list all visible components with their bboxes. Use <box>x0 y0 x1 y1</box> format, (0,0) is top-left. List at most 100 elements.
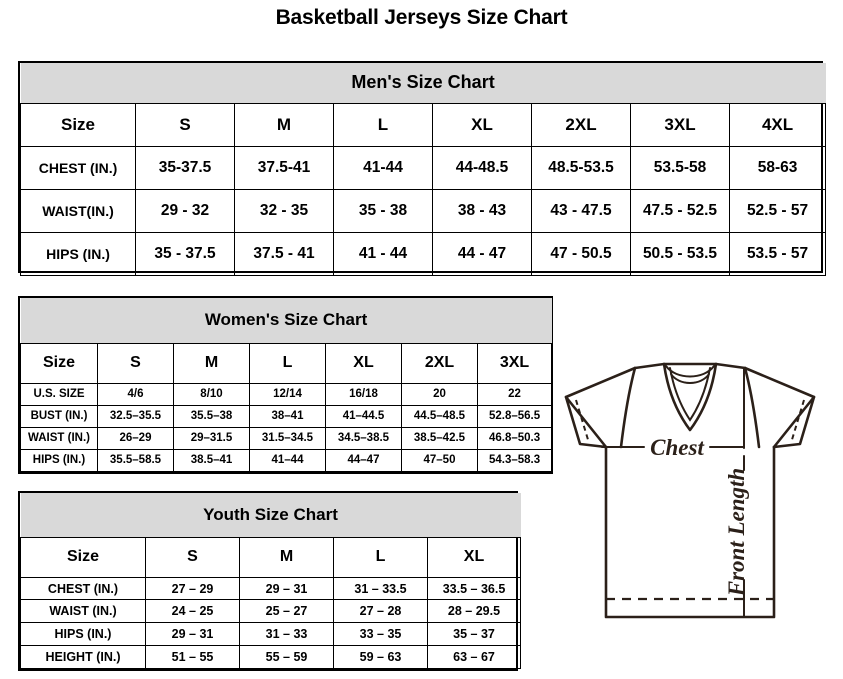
womens-cell-ussize-2xl: 20 <box>401 382 478 406</box>
youth-cell-waist-m: 25 – 27 <box>239 599 334 624</box>
jersey-left-cuff-stitch <box>575 399 590 444</box>
table-row: U.S. SIZE 4/6 8/10 12/14 16/18 20 22 <box>20 382 553 406</box>
jersey-left-shoulder <box>564 362 666 449</box>
womens-cell-bust-m: 35.5–38 <box>173 404 250 428</box>
womens-size-table: Women's Size Chart Size S M L XL 2XL 3XL… <box>20 298 553 473</box>
mens-cell-hips-l: 41 - 44 <box>333 231 433 276</box>
page-title: Basketball Jerseys Size Chart <box>275 6 568 29</box>
mens-cell-hips-3xl: 50.5 - 53.5 <box>630 231 730 276</box>
jersey-measurement-diagram: Chest Front Length <box>540 352 840 672</box>
mens-col-2xl: 2XL <box>531 102 631 147</box>
womens-cell-waist-xl: 34.5–38.5 <box>325 426 402 450</box>
mens-col-size: Size <box>20 102 136 147</box>
jersey-collar-arc-inner <box>670 373 710 384</box>
mens-row-label-waist: WAIST(IN.) <box>20 188 136 233</box>
mens-header-row: Size S M L XL 2XL 3XL 4XL <box>20 102 827 147</box>
youth-row-label-waist: WAIST (IN.) <box>20 599 146 624</box>
womens-row-label-hips: HIPS (IN.) <box>20 448 98 473</box>
womens-cell-bust-3xl: 52.8–56.5 <box>476 404 553 428</box>
mens-col-4xl: 4XL <box>728 102 827 147</box>
mens-col-s: S <box>135 102 235 147</box>
youth-cell-height-s: 51 – 55 <box>145 645 240 669</box>
front-length-measure-label: Front Length <box>724 468 749 597</box>
womens-row-label-us-size: U.S. SIZE <box>20 382 98 406</box>
mens-chart-caption: Men's Size Chart <box>20 63 826 104</box>
jersey-torso-outline <box>604 445 776 619</box>
mens-cell-waist-xl: 38 - 43 <box>432 188 532 233</box>
mens-cell-chest-2xl: 48.5-53.5 <box>531 145 631 190</box>
jersey-right-armhole <box>743 366 761 449</box>
womens-cell-waist-s: 26–29 <box>97 426 174 450</box>
mens-col-3xl: 3XL <box>630 102 730 147</box>
womens-col-m: M <box>173 342 250 384</box>
table-row: HEIGHT (IN.) 51 – 55 55 – 59 59 – 63 63 … <box>20 645 521 669</box>
mens-cell-waist-2xl: 43 - 47.5 <box>531 188 631 233</box>
jersey-left-cuff <box>564 395 608 449</box>
womens-size-chart: Women's Size Chart Size S M L XL 2XL 3XL… <box>18 296 553 474</box>
womens-col-3xl: 3XL <box>476 342 553 384</box>
youth-cell-chest-s: 27 – 29 <box>145 576 240 601</box>
mens-cell-chest-m: 37.5-41 <box>234 145 334 190</box>
mens-cell-waist-l: 35 - 38 <box>333 188 433 233</box>
mens-cell-hips-m: 37.5 - 41 <box>234 231 334 276</box>
womens-cell-bust-2xl: 44.5–48.5 <box>401 404 478 428</box>
youth-cell-waist-xl: 28 – 29.5 <box>427 599 521 624</box>
youth-cell-hips-m: 31 – 33 <box>239 622 334 647</box>
table-row: HIPS (IN.) 29 – 31 31 – 33 33 – 35 35 – … <box>20 622 521 647</box>
mens-col-m: M <box>234 102 334 147</box>
mens-cell-hips-xl: 44 - 47 <box>432 231 532 276</box>
youth-cell-hips-l: 33 – 35 <box>333 622 428 647</box>
table-row: CHEST (IN.) 27 – 29 29 – 31 31 – 33.5 33… <box>20 576 521 601</box>
youth-cell-chest-l: 31 – 33.5 <box>333 576 428 601</box>
mens-cell-chest-s: 35-37.5 <box>135 145 235 190</box>
mens-cell-hips-s: 35 - 37.5 <box>135 231 235 276</box>
womens-cell-bust-l: 38–41 <box>249 404 326 428</box>
youth-row-label-height: HEIGHT (IN.) <box>20 645 146 669</box>
mens-col-xl: XL <box>432 102 532 147</box>
youth-cell-hips-xl: 35 – 37 <box>427 622 521 647</box>
table-row: BUST (IN.) 32.5–35.5 35.5–38 38–41 41–44… <box>20 404 553 428</box>
mens-cell-chest-3xl: 53.5-58 <box>630 145 730 190</box>
table-row: HIPS (IN.) 35.5–58.5 38.5–41 41–44 44–47… <box>20 448 553 473</box>
youth-cell-chest-xl: 33.5 – 36.5 <box>427 576 521 601</box>
womens-chart-caption: Women's Size Chart <box>20 298 552 344</box>
youth-cell-chest-m: 29 – 31 <box>239 576 334 601</box>
mens-cell-waist-m: 32 - 35 <box>234 188 334 233</box>
mens-cell-waist-s: 29 - 32 <box>135 188 235 233</box>
jersey-illustration-svg: Chest Front Length <box>564 362 816 619</box>
youth-col-xl: XL <box>427 537 521 578</box>
table-row: WAIST(IN.) 29 - 32 32 - 35 35 - 38 38 - … <box>20 188 827 233</box>
youth-row-label-hips: HIPS (IN.) <box>20 622 146 647</box>
youth-caption-row: Youth Size Chart <box>20 493 521 539</box>
mens-cell-hips-2xl: 47 - 50.5 <box>531 231 631 276</box>
table-row: WAIST (IN.) 26–29 29–31.5 31.5–34.5 34.5… <box>20 426 553 450</box>
mens-size-table: Men's Size Chart Size S M L XL 2XL 3XL 4… <box>20 63 827 276</box>
youth-cell-height-xl: 63 – 67 <box>427 645 521 669</box>
womens-row-label-bust: BUST (IN.) <box>20 404 98 428</box>
table-row: CHEST (IN.) 35-37.5 37.5-41 41-44 44-48.… <box>20 145 827 190</box>
table-row: HIPS (IN.) 35 - 37.5 37.5 - 41 41 - 44 4… <box>20 231 827 276</box>
womens-col-xl: XL <box>325 342 402 384</box>
mens-cell-chest-xl: 44-48.5 <box>432 145 532 190</box>
womens-cell-ussize-s: 4/6 <box>97 382 174 406</box>
womens-cell-ussize-m: 8/10 <box>173 382 250 406</box>
mens-cell-chest-l: 41-44 <box>333 145 433 190</box>
womens-cell-hips-xl: 44–47 <box>325 448 402 473</box>
mens-row-label-chest: CHEST (IN.) <box>20 145 136 190</box>
womens-cell-bust-xl: 41–44.5 <box>325 404 402 428</box>
jersey-vneck-rib-inner <box>669 367 711 422</box>
jersey-collar-arc-outer <box>665 365 715 378</box>
youth-size-chart: Youth Size Chart Size S M L XL CHEST (IN… <box>18 491 521 671</box>
youth-cell-hips-s: 29 – 31 <box>145 622 240 647</box>
youth-row-label-chest: CHEST (IN.) <box>20 576 146 601</box>
womens-row-label-waist: WAIST (IN.) <box>20 426 98 450</box>
youth-cell-height-l: 59 – 63 <box>333 645 428 669</box>
mens-row-label-hips: HIPS (IN.) <box>20 231 136 276</box>
womens-header-row: Size S M L XL 2XL 3XL <box>20 342 553 384</box>
mens-caption-row: Men's Size Chart <box>20 63 826 104</box>
womens-caption-row: Women's Size Chart <box>20 298 552 344</box>
youth-cell-height-m: 55 – 59 <box>239 645 334 669</box>
youth-col-s: S <box>145 537 240 578</box>
womens-cell-ussize-l: 12/14 <box>249 382 326 406</box>
jersey-vneck-outer <box>662 362 718 432</box>
